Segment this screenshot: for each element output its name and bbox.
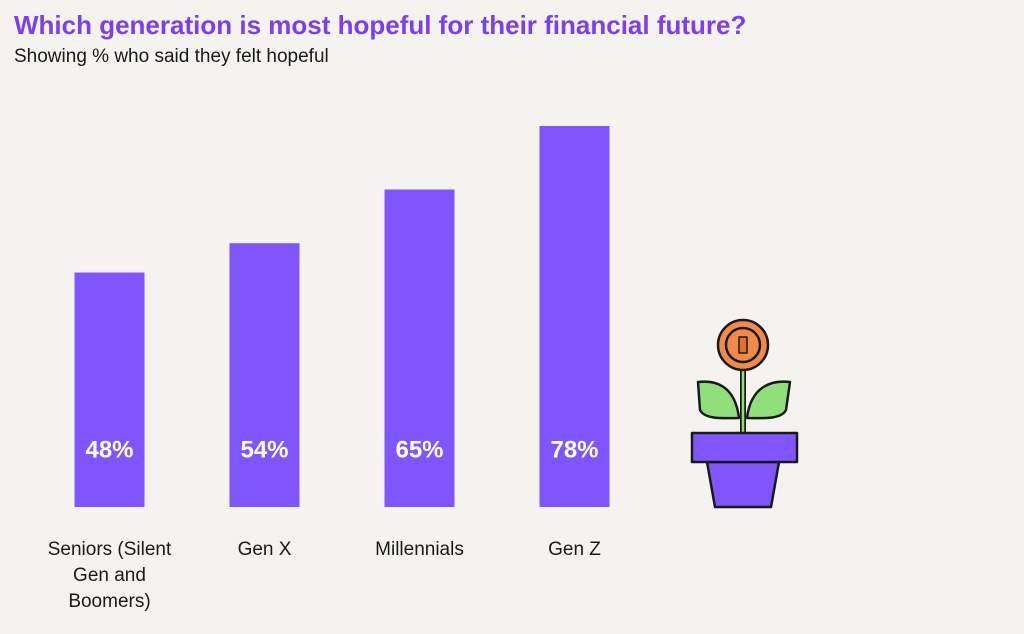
- bar: [539, 126, 610, 507]
- bar: [74, 272, 145, 507]
- value-label: 48%: [85, 436, 133, 463]
- value-label: 78%: [550, 436, 598, 463]
- chart-title: Which generation is most hopeful for the…: [14, 10, 747, 40]
- bar: [229, 243, 300, 507]
- value-label: 65%: [395, 436, 443, 463]
- category-label: Millennials: [375, 539, 464, 560]
- category-label: Gen Z: [548, 539, 601, 560]
- category-label: Seniors (Silent Gen and Boomers): [47, 539, 172, 612]
- category-label: Gen X: [237, 539, 292, 560]
- plant-illustration: [690, 318, 799, 509]
- value-label: 54%: [240, 436, 288, 463]
- bar: [384, 189, 455, 507]
- chart-subtitle: Showing % who said they felt hopeful: [14, 46, 329, 67]
